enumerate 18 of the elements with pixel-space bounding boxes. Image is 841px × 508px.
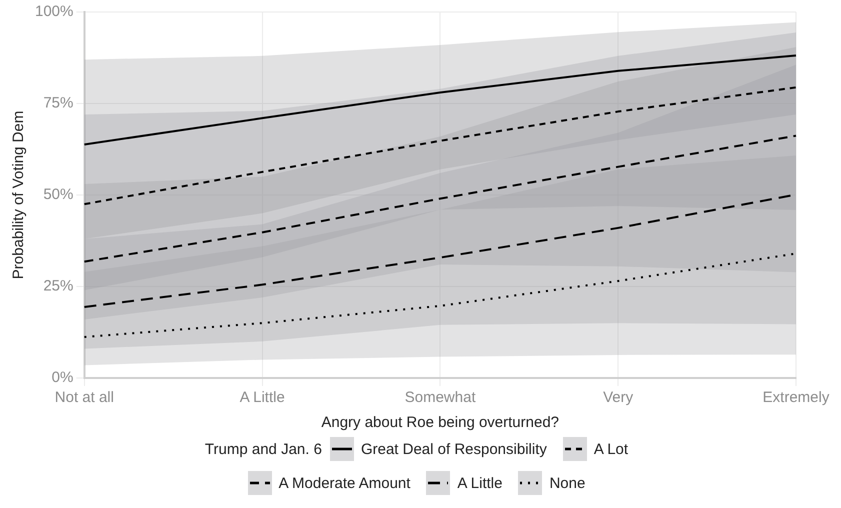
x-axis-title: Angry about Roe being overturned? bbox=[321, 414, 560, 432]
legend-label: A Lot bbox=[594, 440, 628, 458]
x-tick-label: Somewhat bbox=[404, 389, 476, 406]
y-tick-label: 0% bbox=[52, 369, 74, 386]
legend-title: Trump and Jan. 6 bbox=[204, 440, 322, 458]
x-tick-label: Very bbox=[603, 389, 634, 406]
legend-label: None bbox=[549, 474, 586, 492]
legend-label: Great Deal of Responsibility bbox=[360, 440, 547, 458]
x-tick-label: Extremely bbox=[762, 389, 830, 406]
y-tick-label: 75% bbox=[43, 94, 74, 112]
y-tick-label: 100% bbox=[34, 3, 74, 20]
legend-label: A Moderate Amount bbox=[278, 474, 410, 492]
y-tick-label: 25% bbox=[43, 278, 74, 295]
x-tick-label: A Little bbox=[240, 389, 285, 406]
legend-label: A Little bbox=[457, 474, 502, 492]
y-axis-title: Probability of Voting Dem bbox=[10, 110, 28, 280]
x-tick-label: Not at all bbox=[54, 389, 114, 406]
y-tick-label: 50% bbox=[43, 186, 74, 204]
